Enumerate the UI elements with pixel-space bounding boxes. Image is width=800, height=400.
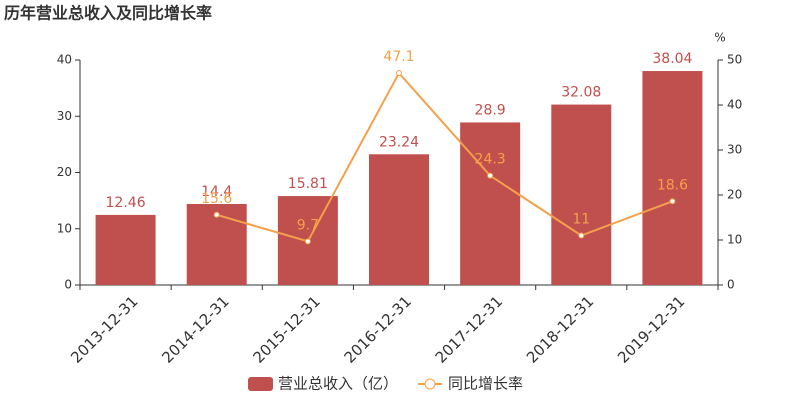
y-tick-label: 30 — [57, 109, 72, 123]
line-value-label: 18.6 — [657, 177, 688, 193]
line-point — [669, 198, 676, 205]
y-tick-label: 10 — [57, 221, 72, 235]
bar-value-label: 15.81 — [288, 176, 328, 192]
x-tick-label: 2017-12-31 — [432, 292, 506, 366]
y2-tick-label: 20 — [727, 188, 742, 202]
line-point — [487, 172, 494, 179]
line-point — [578, 232, 585, 239]
x-tick-label: 2015-12-31 — [249, 292, 323, 366]
bar-value-label: 14.4 — [201, 184, 232, 200]
legend-marker — [424, 378, 436, 390]
bar-value-label: 23.24 — [379, 134, 419, 150]
line-value-label: 11 — [572, 212, 590, 228]
bar-value-label: 28.9 — [475, 102, 506, 118]
legend-label: 营业总收入（亿） — [278, 375, 398, 393]
bar — [95, 214, 156, 285]
x-tick-label: 2016-12-31 — [341, 292, 415, 366]
bar-value-label: 38.04 — [652, 51, 692, 67]
bar-value-label: 12.46 — [106, 195, 146, 211]
line — [216, 71, 673, 243]
line-value-label: 47.1 — [383, 49, 414, 65]
y2-tick-label: 30 — [727, 143, 742, 157]
line-value-label: 15.6 — [201, 191, 232, 207]
chart-title: 历年营业总收入及同比增长率 — [4, 4, 212, 23]
bar-value-label: 32.08 — [561, 85, 601, 101]
y-tick-label: 20 — [57, 165, 72, 179]
line-point — [213, 211, 220, 218]
legend-swatch — [248, 377, 273, 391]
y-tick-label: 40 — [57, 53, 72, 67]
y2-tick-label: 40 — [727, 98, 742, 112]
x-tick-label: 2018-12-31 — [523, 292, 597, 366]
y2-tick-label: 0 — [727, 278, 735, 292]
bar — [460, 122, 521, 285]
y2-tick-label: 10 — [727, 233, 742, 247]
x-tick-label: 2013-12-31 — [67, 292, 141, 366]
y2-tick-label: 50 — [727, 53, 742, 67]
y2-axis-label: % — [714, 31, 725, 45]
bar — [369, 154, 429, 285]
bar — [551, 104, 612, 285]
line-value-label: 9.7 — [297, 217, 319, 233]
y-tick-label: 0 — [64, 278, 72, 292]
legend-label: 同比增长率 — [448, 375, 523, 393]
line-value-label: 24.3 — [475, 152, 506, 168]
line-point — [304, 238, 311, 245]
x-tick-label: 2019-12-31 — [614, 292, 688, 366]
bar — [642, 71, 703, 286]
line-point — [396, 70, 402, 77]
x-tick-label: 2014-12-31 — [158, 292, 232, 366]
